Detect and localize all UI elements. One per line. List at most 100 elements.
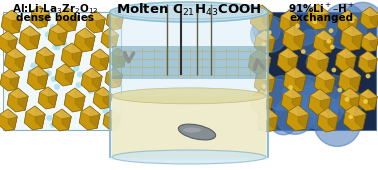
Circle shape bbox=[77, 72, 83, 77]
Polygon shape bbox=[38, 87, 57, 109]
Circle shape bbox=[28, 69, 34, 75]
Polygon shape bbox=[338, 67, 361, 93]
Polygon shape bbox=[59, 8, 78, 19]
Polygon shape bbox=[343, 105, 366, 131]
Circle shape bbox=[251, 16, 288, 53]
Polygon shape bbox=[45, 47, 54, 67]
Circle shape bbox=[67, 92, 73, 98]
Polygon shape bbox=[30, 6, 50, 28]
Polygon shape bbox=[363, 32, 378, 41]
Circle shape bbox=[295, 24, 300, 28]
Polygon shape bbox=[107, 68, 122, 77]
Circle shape bbox=[301, 49, 305, 54]
Polygon shape bbox=[281, 10, 300, 21]
Polygon shape bbox=[268, 108, 278, 130]
Polygon shape bbox=[350, 67, 361, 91]
Polygon shape bbox=[254, 30, 275, 54]
Circle shape bbox=[297, 82, 344, 129]
Ellipse shape bbox=[112, 88, 266, 104]
Polygon shape bbox=[368, 89, 377, 109]
Polygon shape bbox=[318, 49, 329, 73]
Text: Molten C$_{21}$H$_{43}$COOH: Molten C$_{21}$H$_{43}$COOH bbox=[116, 2, 262, 18]
Polygon shape bbox=[260, 49, 271, 73]
Polygon shape bbox=[66, 88, 85, 99]
Polygon shape bbox=[265, 70, 275, 92]
Circle shape bbox=[282, 75, 325, 118]
FancyBboxPatch shape bbox=[112, 96, 266, 158]
Polygon shape bbox=[328, 108, 338, 130]
Polygon shape bbox=[21, 26, 40, 37]
Polygon shape bbox=[103, 87, 112, 107]
Polygon shape bbox=[0, 109, 17, 131]
Circle shape bbox=[313, 20, 317, 24]
Polygon shape bbox=[110, 28, 118, 47]
Polygon shape bbox=[118, 48, 127, 66]
Polygon shape bbox=[288, 48, 298, 70]
Polygon shape bbox=[74, 28, 95, 52]
Polygon shape bbox=[319, 108, 338, 119]
Ellipse shape bbox=[112, 150, 266, 164]
FancyBboxPatch shape bbox=[3, 12, 121, 130]
Polygon shape bbox=[8, 109, 17, 129]
Polygon shape bbox=[318, 4, 329, 28]
Polygon shape bbox=[90, 49, 109, 71]
Polygon shape bbox=[96, 11, 105, 31]
Circle shape bbox=[298, 30, 324, 55]
Polygon shape bbox=[361, 32, 378, 52]
Polygon shape bbox=[103, 110, 121, 130]
Circle shape bbox=[70, 20, 76, 25]
Polygon shape bbox=[368, 51, 377, 71]
FancyBboxPatch shape bbox=[110, 12, 268, 160]
Polygon shape bbox=[81, 68, 102, 92]
Polygon shape bbox=[65, 64, 74, 84]
FancyBboxPatch shape bbox=[258, 12, 376, 130]
Polygon shape bbox=[68, 8, 78, 30]
Circle shape bbox=[46, 115, 52, 121]
Polygon shape bbox=[63, 43, 82, 54]
Circle shape bbox=[264, 116, 269, 120]
Polygon shape bbox=[340, 25, 363, 51]
Polygon shape bbox=[256, 30, 275, 41]
Polygon shape bbox=[314, 70, 335, 94]
Circle shape bbox=[267, 30, 271, 35]
Polygon shape bbox=[298, 105, 309, 129]
Polygon shape bbox=[29, 66, 48, 77]
Polygon shape bbox=[95, 87, 112, 97]
Polygon shape bbox=[335, 48, 356, 72]
Polygon shape bbox=[341, 88, 360, 99]
Circle shape bbox=[46, 71, 51, 76]
Polygon shape bbox=[57, 64, 74, 74]
Polygon shape bbox=[292, 88, 302, 110]
Circle shape bbox=[261, 96, 265, 100]
Text: exchanged: exchanged bbox=[290, 13, 354, 23]
Polygon shape bbox=[109, 48, 127, 68]
Polygon shape bbox=[48, 24, 67, 46]
Circle shape bbox=[73, 66, 79, 71]
Polygon shape bbox=[339, 10, 358, 21]
Polygon shape bbox=[0, 31, 17, 41]
Polygon shape bbox=[8, 31, 17, 51]
Polygon shape bbox=[325, 70, 335, 92]
Polygon shape bbox=[72, 43, 82, 65]
Circle shape bbox=[35, 68, 40, 74]
Circle shape bbox=[282, 5, 322, 45]
Polygon shape bbox=[2, 69, 19, 79]
Polygon shape bbox=[7, 88, 28, 112]
Polygon shape bbox=[315, 30, 334, 41]
Polygon shape bbox=[362, 7, 378, 17]
Polygon shape bbox=[15, 48, 25, 70]
Polygon shape bbox=[346, 48, 356, 70]
Polygon shape bbox=[281, 88, 302, 112]
Polygon shape bbox=[81, 106, 100, 117]
Polygon shape bbox=[262, 89, 273, 113]
Circle shape bbox=[363, 99, 368, 104]
Polygon shape bbox=[27, 66, 48, 90]
Polygon shape bbox=[290, 10, 300, 32]
Circle shape bbox=[269, 106, 298, 135]
Polygon shape bbox=[86, 11, 105, 33]
Polygon shape bbox=[114, 68, 122, 87]
Polygon shape bbox=[250, 49, 271, 61]
Polygon shape bbox=[106, 10, 124, 30]
Polygon shape bbox=[250, 5, 273, 31]
Circle shape bbox=[332, 68, 336, 72]
